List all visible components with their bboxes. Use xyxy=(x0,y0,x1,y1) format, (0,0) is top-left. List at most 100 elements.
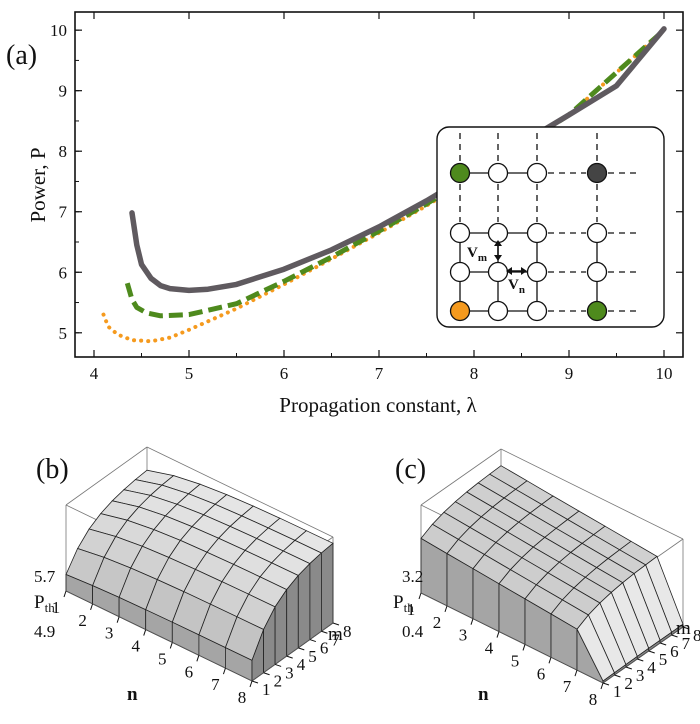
m-tick-mark xyxy=(682,626,690,630)
m-tick-mark xyxy=(251,680,259,684)
m-tick-label: 1 xyxy=(613,682,622,701)
panel-a-label: (a) xyxy=(6,40,37,71)
m-tick-mark xyxy=(671,634,678,638)
n-tick-mark xyxy=(249,680,253,688)
lattice-site xyxy=(526,222,548,244)
y-tick-label: 9 xyxy=(59,82,68,101)
m-tick-label: 7 xyxy=(682,634,691,653)
n-tick-mark xyxy=(196,655,200,662)
box-edge xyxy=(500,448,684,540)
svg-text:Vm: Vm xyxy=(467,245,487,264)
m-tick-label: 2 xyxy=(624,674,633,693)
panel-c-z-label-sub: th xyxy=(404,600,415,615)
n-tick-label: 4 xyxy=(485,639,494,658)
surface-side-face xyxy=(320,542,334,633)
panel-b-z-label: Pth xyxy=(34,592,55,615)
lattice-site xyxy=(487,261,509,283)
surface-side-face xyxy=(286,574,299,657)
inset-frame xyxy=(436,126,665,328)
box-edge-front xyxy=(65,590,253,682)
n-tick-mark xyxy=(116,616,120,623)
vn-arrow-heads xyxy=(506,267,527,275)
n-tick-mark xyxy=(600,682,604,690)
box-edge xyxy=(65,446,148,506)
m-tick-mark xyxy=(274,663,282,667)
m-tick-label: 5 xyxy=(308,647,317,666)
panel-b-ztick-top: 5.7 xyxy=(34,567,56,586)
box-edge-front xyxy=(602,626,684,684)
panel-c-m-label: m xyxy=(676,618,691,639)
lattice-site xyxy=(487,162,509,184)
panel-c-n-label: n xyxy=(478,684,489,705)
n-tick-mark xyxy=(90,603,94,611)
inset-sites xyxy=(449,162,608,322)
n-tick-label: 7 xyxy=(211,675,220,694)
m-tick-label: 7 xyxy=(331,630,340,649)
m-tick-label: 1 xyxy=(262,680,271,699)
box-edge-front xyxy=(420,592,604,684)
svg-text:Vn: Vn xyxy=(508,277,525,296)
m-tick-mark xyxy=(286,655,293,659)
m-tick-label: 8 xyxy=(343,622,352,641)
m-tick-mark xyxy=(321,630,328,634)
panel-c-ztick-top: 3.2 xyxy=(402,567,423,586)
n-tick-label: 5 xyxy=(511,651,520,670)
n-tick-label: 4 xyxy=(131,637,140,656)
lattice-site xyxy=(487,222,509,244)
y-tick-label: 5 xyxy=(59,324,68,343)
lattice-site xyxy=(487,300,509,322)
vn-text: V xyxy=(508,277,519,293)
n-tick-label: 1 xyxy=(407,600,416,619)
n-tick-mark xyxy=(418,592,422,600)
lattice-site xyxy=(586,222,608,244)
m-tick-mark xyxy=(298,647,305,651)
panel-c-ztick-bottom: 0.4 xyxy=(402,622,424,641)
m-tick-label: 3 xyxy=(285,663,294,682)
lattice-site xyxy=(586,162,608,184)
panel-b-n-label: n xyxy=(127,684,138,705)
m-tick-label: 5 xyxy=(659,650,668,669)
lattice-site xyxy=(449,162,471,184)
n-tick-mark xyxy=(63,590,67,598)
n-tick-label: 7 xyxy=(563,677,572,696)
m-tick-mark xyxy=(332,622,340,626)
panel-a: (a) 4 5 6 7 8 9 10 5 6 7 8 9 10 Propagation constant… xyxy=(6,11,684,417)
x-tick-label: 4 xyxy=(90,364,99,383)
m-tick-label: 6 xyxy=(670,642,679,661)
vm-text: V xyxy=(467,245,478,261)
panel-c-z-label: Pth xyxy=(393,592,414,615)
x-tick-label: 5 xyxy=(185,364,194,383)
n-tick-mark xyxy=(522,644,526,651)
m-tick-mark xyxy=(602,682,610,686)
x-tick-label: 10 xyxy=(656,364,673,383)
n-tick-mark xyxy=(496,631,500,638)
box-edge-front xyxy=(251,622,334,682)
lattice-site xyxy=(586,300,608,322)
n-tick-label: 8 xyxy=(238,688,247,707)
n-tick-label: 6 xyxy=(185,662,194,681)
coupling-m-label: Vm xyxy=(467,240,502,264)
lattice-site xyxy=(449,222,471,244)
panel-b-z-label-sub: th xyxy=(45,600,56,615)
m-tick-label: 2 xyxy=(274,672,283,691)
tick-group: 4 5 6 7 8 9 10 5 6 7 8 9 10 xyxy=(50,12,683,383)
lattice-site xyxy=(526,162,548,184)
m-tick-label: 8 xyxy=(693,626,700,645)
box-edge xyxy=(420,448,502,506)
x-tick-label: 8 xyxy=(470,364,479,383)
m-tick-mark xyxy=(625,666,633,670)
n-tick-label: 1 xyxy=(52,598,61,617)
m-tick-mark xyxy=(309,639,317,643)
x-tick-label: 7 xyxy=(375,364,384,383)
m-tick-mark xyxy=(648,650,655,654)
m-tick-mark xyxy=(637,658,644,662)
n-tick-label: 3 xyxy=(105,624,114,643)
y-tick-label: 6 xyxy=(59,263,68,282)
n-tick-mark xyxy=(169,642,173,649)
panel-b-m-label: m xyxy=(328,624,343,645)
